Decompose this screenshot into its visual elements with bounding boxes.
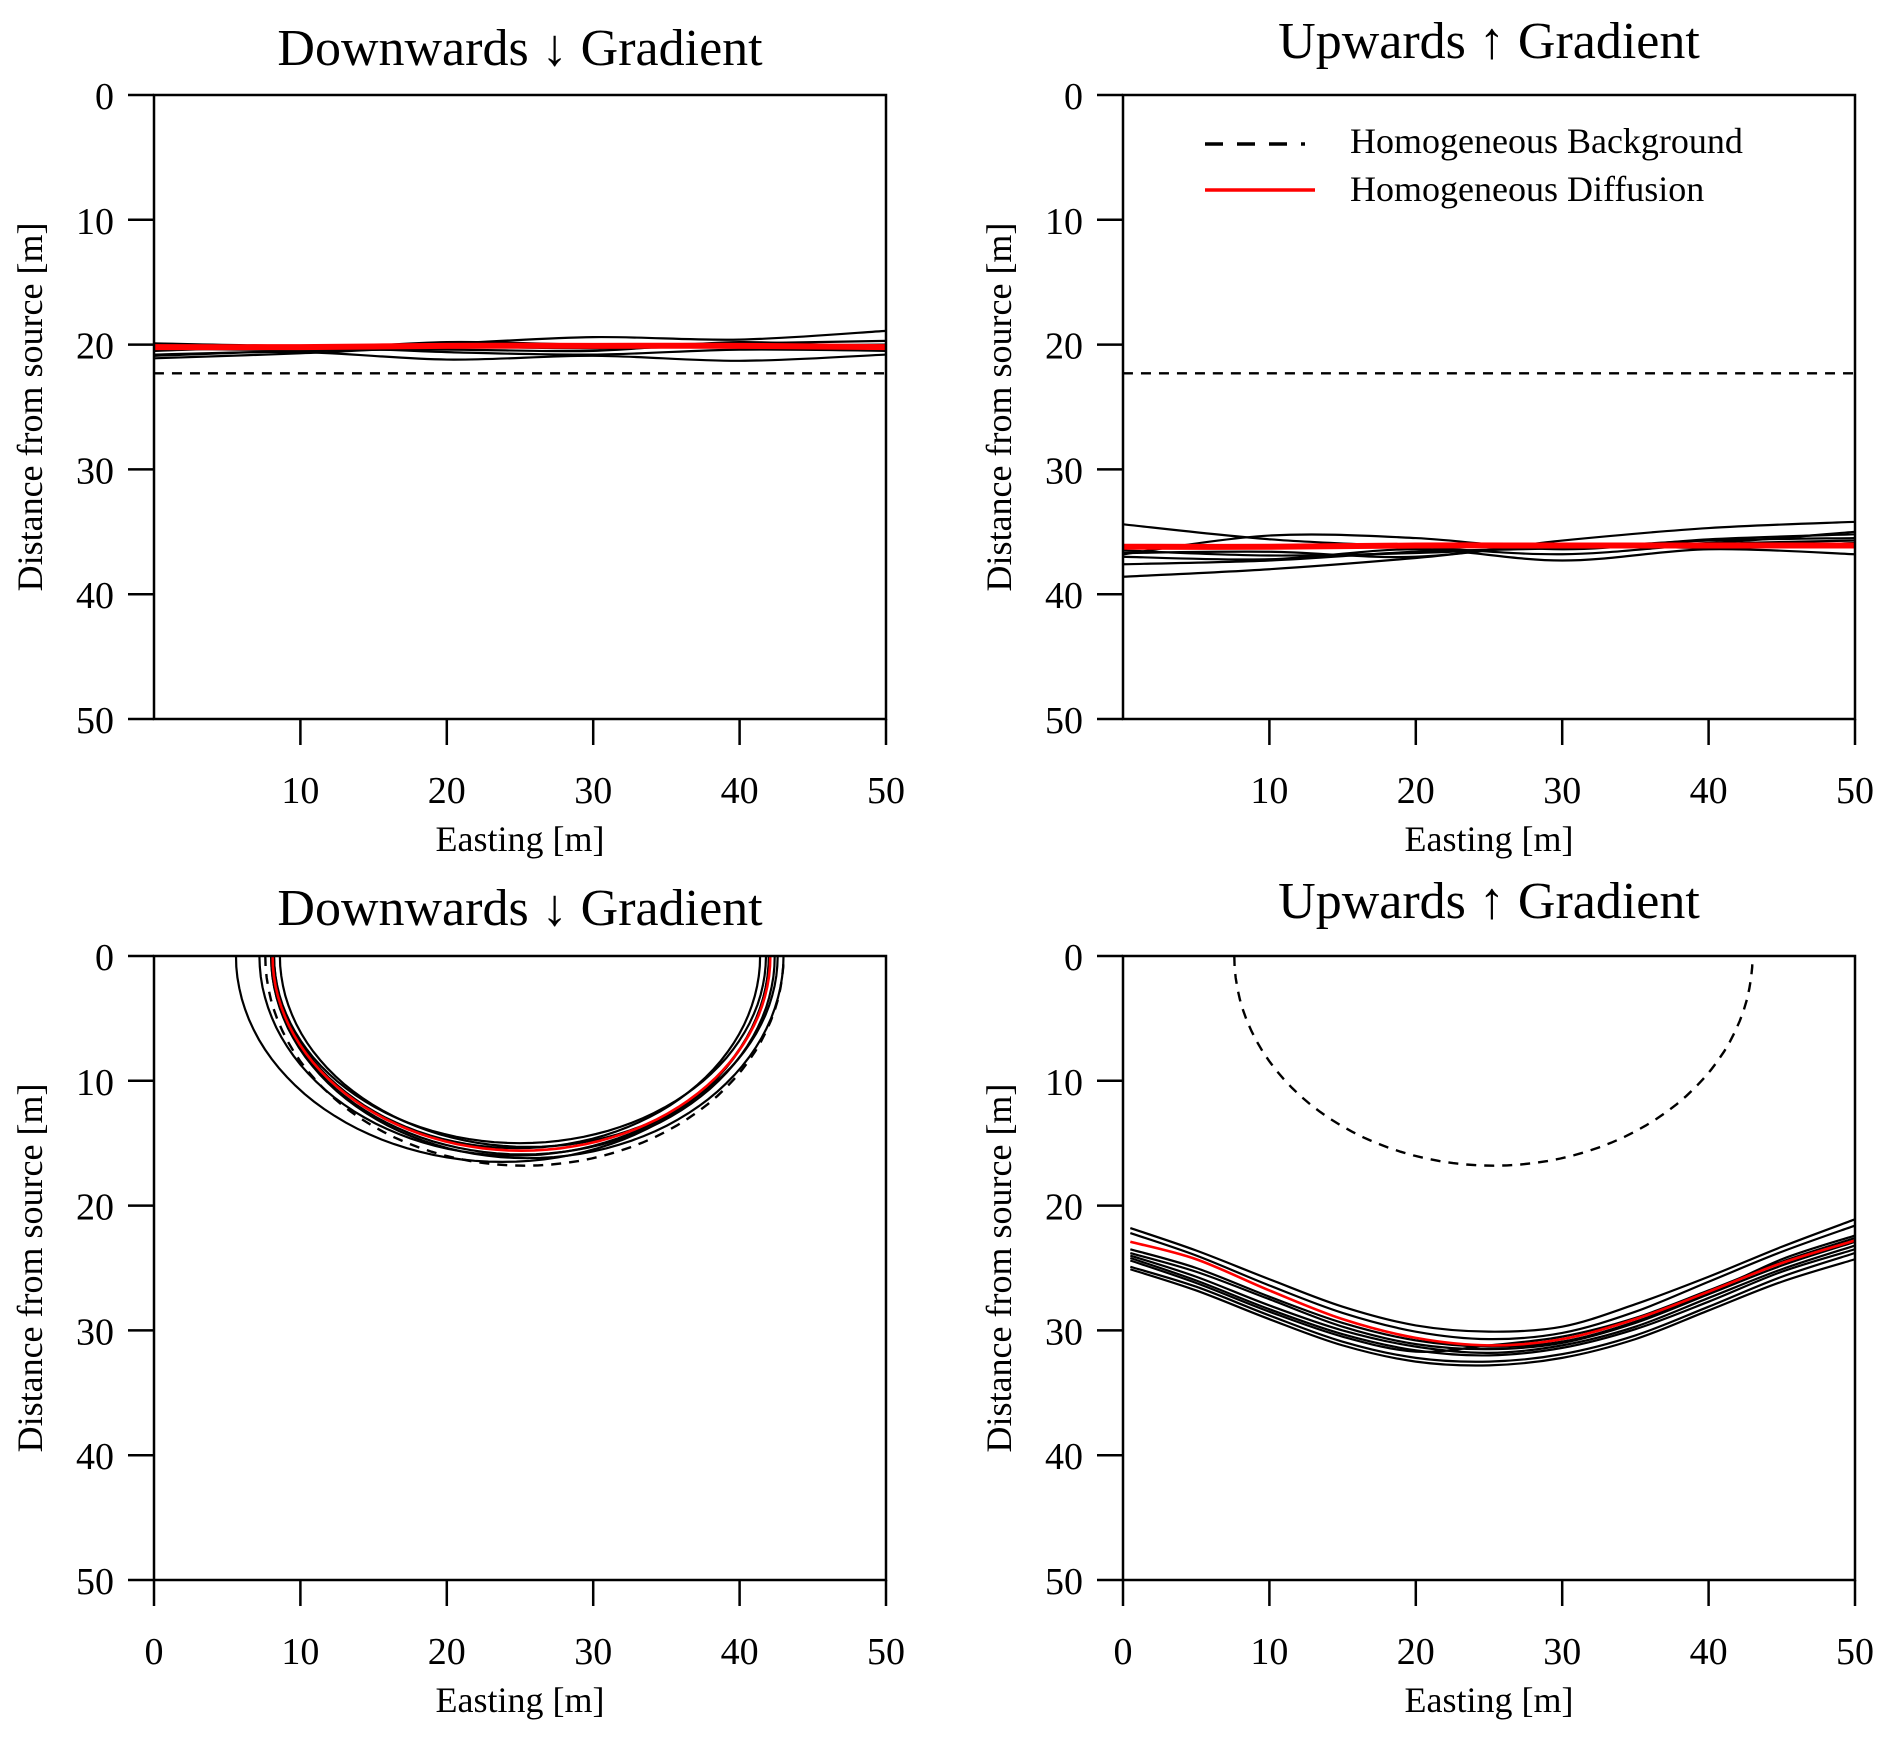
y-tick-label: 30 bbox=[1045, 450, 1083, 492]
x-tick-label: 10 bbox=[1250, 1631, 1288, 1673]
series-homogeneous-diffusion bbox=[1129, 1239, 1855, 1347]
y-axis-label: Distance from source [m] bbox=[979, 1084, 1019, 1453]
x-axis-label: Easting [m] bbox=[436, 1680, 605, 1720]
y-tick-label: 0 bbox=[95, 76, 114, 118]
x-tick-label: 50 bbox=[1836, 1631, 1874, 1673]
y-tick-label: 30 bbox=[76, 1311, 114, 1353]
x-axis-label: Easting [m] bbox=[436, 819, 605, 859]
y-tick-label: 50 bbox=[1045, 1561, 1083, 1603]
x-tick-label: 30 bbox=[574, 1631, 612, 1673]
y-tick-label: 40 bbox=[1045, 1436, 1083, 1478]
y-tick-label: 40 bbox=[76, 1436, 114, 1478]
series-realization bbox=[1129, 1244, 1855, 1354]
x-tick-label: 40 bbox=[721, 1631, 759, 1673]
series-homogeneous-background bbox=[1233, 956, 1754, 1167]
y-tick-label: 10 bbox=[1045, 201, 1083, 243]
y-tick-label: 30 bbox=[1045, 1311, 1083, 1353]
y-tick-label: 10 bbox=[1045, 1062, 1083, 1104]
series-realization bbox=[1130, 1251, 1855, 1363]
x-tick-label: 40 bbox=[1690, 1631, 1728, 1673]
x-tick-label: 0 bbox=[1114, 1631, 1133, 1673]
series-realization bbox=[1130, 1240, 1855, 1351]
x-tick-label: 50 bbox=[867, 1631, 905, 1673]
x-tick-label: 0 bbox=[145, 1631, 164, 1673]
plot-frame bbox=[1121, 954, 1857, 1582]
x-tick-label: 20 bbox=[428, 770, 466, 812]
y-tick-label: 0 bbox=[1064, 937, 1083, 979]
chart-title: Downwards ↓ Gradient bbox=[277, 20, 763, 77]
y-tick-label: 0 bbox=[1064, 76, 1083, 118]
series-realization bbox=[1123, 530, 1855, 557]
plot-frame bbox=[1121, 93, 1857, 721]
series-realization bbox=[1129, 1218, 1855, 1333]
y-tick-label: 50 bbox=[76, 700, 114, 742]
y-tick-label: 30 bbox=[76, 450, 114, 492]
series-homogeneous-diffusion bbox=[154, 342, 886, 351]
x-tick-label: 30 bbox=[1543, 1631, 1581, 1673]
x-tick-label: 30 bbox=[574, 770, 612, 812]
x-axis-label: Easting [m] bbox=[1405, 1680, 1574, 1720]
y-tick-label: 20 bbox=[1045, 326, 1083, 368]
x-tick-label: 10 bbox=[281, 1631, 319, 1673]
y-tick-label: 50 bbox=[76, 1561, 114, 1603]
chart-title: Upwards ↑ Gradient bbox=[1278, 13, 1700, 70]
y-axis-label: Distance from source [m] bbox=[10, 1084, 50, 1453]
y-axis-label: Distance from source [m] bbox=[979, 223, 1019, 592]
series-group bbox=[234, 956, 785, 1167]
plot-frame bbox=[152, 93, 888, 721]
y-tick-label: 50 bbox=[1045, 700, 1083, 742]
y-tick-label: 20 bbox=[76, 326, 114, 368]
series-realization bbox=[278, 956, 779, 1149]
series-realization bbox=[272, 956, 768, 1145]
x-tick-label: 10 bbox=[1250, 770, 1288, 812]
x-tick-label: 40 bbox=[1690, 770, 1728, 812]
series-realization bbox=[258, 956, 770, 1157]
x-axis-label: Easting [m] bbox=[1405, 819, 1574, 859]
y-tick-label: 20 bbox=[1045, 1187, 1083, 1229]
legend: Homogeneous Background Homogeneous Diffu… bbox=[1205, 121, 1743, 209]
series-realization bbox=[270, 956, 785, 1160]
series-realization bbox=[154, 341, 886, 357]
x-tick-label: 30 bbox=[1543, 770, 1581, 812]
series-realization bbox=[1129, 1258, 1855, 1367]
y-axis-label: Distance from source [m] bbox=[10, 223, 50, 592]
y-tick-label: 40 bbox=[76, 575, 114, 617]
x-tick-label: 10 bbox=[281, 770, 319, 812]
series-realization bbox=[1129, 1224, 1855, 1341]
chart-title: Downwards ↓ Gradient bbox=[277, 880, 763, 937]
legend-label-background: Homogeneous Background bbox=[1350, 121, 1743, 161]
y-tick-label: 40 bbox=[1045, 575, 1083, 617]
series-group bbox=[1129, 956, 1855, 1367]
series-group bbox=[154, 329, 886, 375]
y-tick-label: 0 bbox=[95, 937, 114, 979]
x-tick-label: 50 bbox=[1836, 770, 1874, 812]
series-group bbox=[1123, 372, 1855, 578]
panel-top-right: Upwards ↑ Gradient 0 10 20 30 40 50 10 20 30 40 50 E… bbox=[979, 13, 1874, 859]
series-homogeneous-diffusion bbox=[1123, 542, 1855, 550]
series-homogeneous-background bbox=[264, 956, 785, 1167]
panel-top-left: Downwards ↓ Gradient 0 10 20 30 40 50 10 20 30 40 5… bbox=[10, 20, 905, 859]
x-tick-label: 20 bbox=[1397, 1631, 1435, 1673]
series-homogeneous-diffusion bbox=[271, 956, 772, 1153]
series-realization bbox=[1129, 1248, 1855, 1357]
panel-bottom-right: Upwards ↑ Gradient 0 10 20 30 40 50 0 10 20 30 40 50… bbox=[979, 873, 1874, 1720]
x-tick-label: 40 bbox=[721, 770, 759, 812]
series-realization bbox=[1123, 548, 1855, 562]
series-realization bbox=[270, 956, 776, 1156]
y-tick-label: 20 bbox=[76, 1187, 114, 1229]
plot-frame bbox=[152, 954, 888, 1582]
y-tick-label: 10 bbox=[76, 201, 114, 243]
legend-label-diffusion: Homogeneous Diffusion bbox=[1350, 169, 1704, 209]
x-tick-label: 50 bbox=[867, 770, 905, 812]
x-tick-label: 20 bbox=[428, 1631, 466, 1673]
panel-bottom-left: Downwards ↓ Gradient 0 10 20 30 40 50 0 10 20 30 40… bbox=[10, 880, 905, 1720]
chart-title: Upwards ↑ Gradient bbox=[1278, 873, 1700, 930]
y-tick-label: 10 bbox=[76, 1062, 114, 1104]
x-tick-label: 20 bbox=[1397, 770, 1435, 812]
